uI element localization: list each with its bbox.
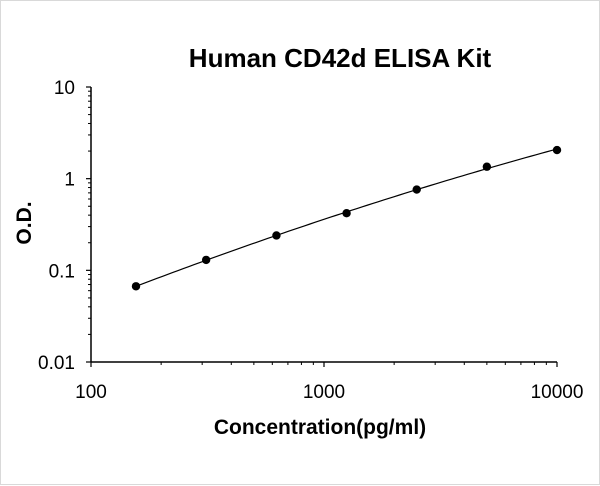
fit-curve-group (135, 148, 558, 287)
y-axis-label: O.D. (13, 201, 36, 244)
ticks: 0.01 0.1 1 10 100 1000 10000 (38, 78, 583, 403)
data-point (131, 282, 141, 291)
data-point (201, 255, 211, 265)
axes (90, 87, 557, 363)
y-tick-label: 1 (64, 170, 75, 191)
x-axis-label: Concentration(pg/ml) (214, 416, 426, 439)
chart-title: Human CD42d ELISA Kit (189, 43, 492, 73)
data-point (482, 162, 492, 171)
x-tick-label: 100 (75, 382, 107, 403)
fit-curve (135, 148, 558, 287)
data-point (272, 231, 281, 240)
y-tick-label: 0.1 (49, 261, 75, 282)
y-tick-label: 10 (54, 78, 75, 99)
data-point (412, 185, 421, 194)
data-point (552, 145, 562, 155)
x-tick-label: 1000 (303, 382, 345, 403)
data-points (131, 145, 562, 291)
y-tick-label: 0.01 (38, 353, 75, 374)
x-tick-label: 10000 (531, 382, 584, 403)
data-point (342, 209, 351, 218)
